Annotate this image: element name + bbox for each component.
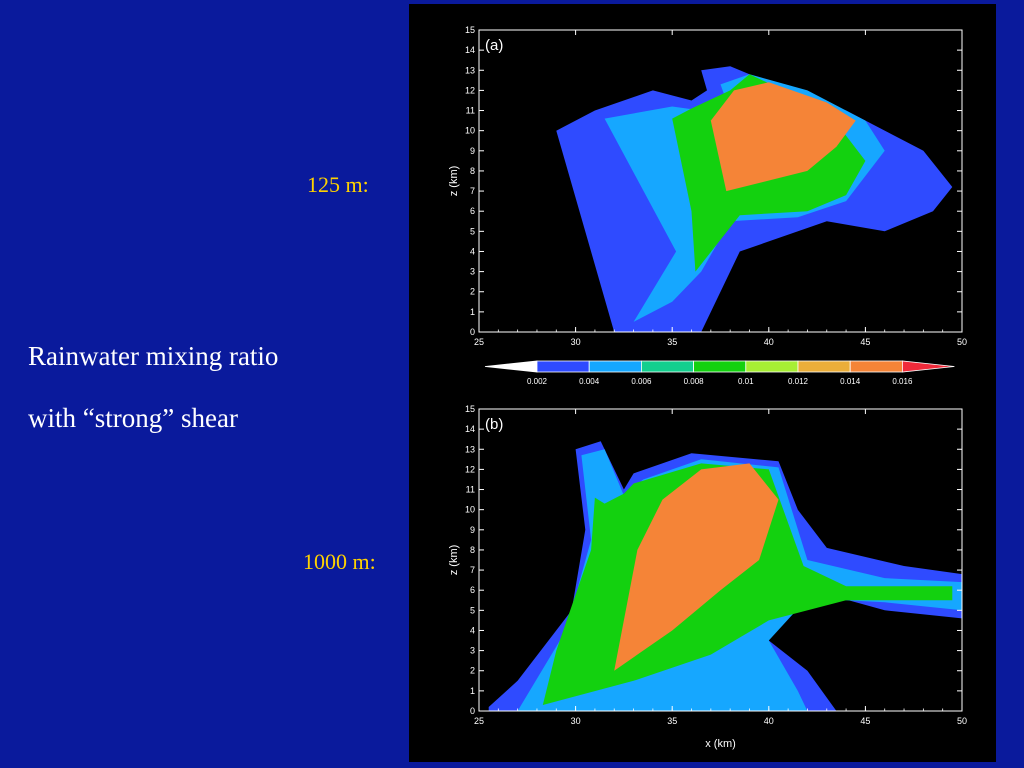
colorbar-level-label: 0.004: [579, 377, 600, 386]
plume-contour-3: [614, 463, 779, 671]
colorbar-extend-high: [901, 360, 955, 373]
panel-label: (a): [485, 37, 503, 54]
x-tick-label: 35: [667, 716, 677, 726]
colorbar-level-label: 0.006: [631, 377, 652, 386]
colorbar-level-label: 0.014: [840, 377, 861, 386]
colorbar-segment: [849, 360, 903, 373]
x-tick-label: 40: [764, 716, 774, 726]
y-tick-label: 14: [465, 45, 475, 55]
plume-layers: [556, 66, 953, 332]
x-tick-label: 25: [474, 337, 484, 347]
y-axis-label: z (km): [448, 545, 460, 576]
plume-layers: [488, 441, 962, 711]
y-tick-label: 6: [470, 585, 475, 595]
y-tick-label: 1: [470, 307, 475, 317]
y-tick-label: 0: [470, 327, 475, 337]
y-tick-label: 12: [465, 464, 475, 474]
plume-contour-3: [710, 82, 856, 192]
y-tick-label: 4: [470, 625, 475, 635]
plot-frame: [478, 29, 963, 333]
description-line-2: with “strong” shear: [28, 403, 238, 433]
colorbar-segment: [640, 360, 694, 373]
y-tick-label: 9: [470, 146, 475, 156]
colorbar-level-label: 0.008: [684, 377, 705, 386]
y-tick-label: 8: [470, 166, 475, 176]
x-tick-label: 30: [571, 337, 581, 347]
x-tick-label: 50: [957, 716, 967, 726]
plot-frame: [478, 408, 963, 712]
colorbar-segment: [588, 360, 642, 373]
colorbar-segment: [693, 360, 747, 373]
description-line-1: Rainwater mixing ratio: [28, 341, 279, 371]
y-tick-label: 0: [470, 706, 475, 716]
colorbar-level-label: 0.002: [527, 377, 548, 386]
y-tick-label: 7: [470, 186, 475, 196]
y-tick-label: 13: [465, 444, 475, 454]
y-tick-label: 13: [465, 65, 475, 75]
panel-b-size-label: 1000 m:: [303, 549, 376, 574]
colorbar: 0.002 0.004 0.006 0.008 0.01 0.012 0.014 0.016: [484, 360, 955, 386]
figure-panel: 0 1 2 3 4 5 6 7 8 9 10 11 12 13 14 15 25 30 35 40 45 50 (a) z (…: [409, 4, 996, 762]
y-tick-label: 11: [466, 485, 475, 495]
y-tick-label: 3: [470, 646, 475, 656]
y-tick-label: 2: [470, 666, 475, 676]
y-tick-label: 10: [465, 126, 475, 136]
colorbar-segment: [797, 360, 851, 373]
x-tick-label: 45: [860, 337, 870, 347]
y-tick-label: 12: [465, 85, 475, 95]
colorbar-level-label: 0.012: [788, 377, 809, 386]
y-tick-label: 15: [465, 25, 475, 35]
y-tick-label: 9: [470, 525, 475, 535]
y-tick-label: 1: [470, 686, 475, 696]
y-tick-label: 7: [470, 565, 475, 575]
y-tick-label: 5: [470, 226, 475, 236]
x-tick-label: 25: [474, 716, 484, 726]
x-tick-label: 30: [571, 716, 581, 726]
y-tick-label: 6: [470, 206, 475, 216]
colorbar-level-label: 0.01: [738, 377, 754, 386]
colorbar-segment: [745, 360, 799, 373]
colorbar-extend-low: [484, 360, 538, 373]
panel-a-size-label: 125 m:: [307, 172, 369, 197]
colorbar-level-label: 0.016: [892, 377, 913, 386]
x-axis-label: x (km): [705, 738, 736, 750]
y-tick-label: 4: [470, 246, 475, 256]
y-tick-label: 8: [470, 545, 475, 555]
x-tick-label: 50: [957, 337, 967, 347]
y-axis-label: z (km): [448, 166, 460, 197]
x-tick-label: 40: [764, 337, 774, 347]
x-tick-label: 35: [667, 337, 677, 347]
y-tick-label: 11: [466, 106, 475, 116]
y-tick-label: 2: [470, 287, 475, 297]
colorbar-segment: [536, 360, 590, 373]
y-tick-label: 15: [465, 404, 475, 414]
y-tick-label: 10: [465, 505, 475, 515]
y-tick-label: 5: [470, 605, 475, 615]
panel-label: (b): [485, 416, 503, 433]
y-tick-label: 3: [470, 267, 475, 277]
x-tick-label: 45: [860, 716, 870, 726]
y-tick-label: 14: [465, 424, 475, 434]
